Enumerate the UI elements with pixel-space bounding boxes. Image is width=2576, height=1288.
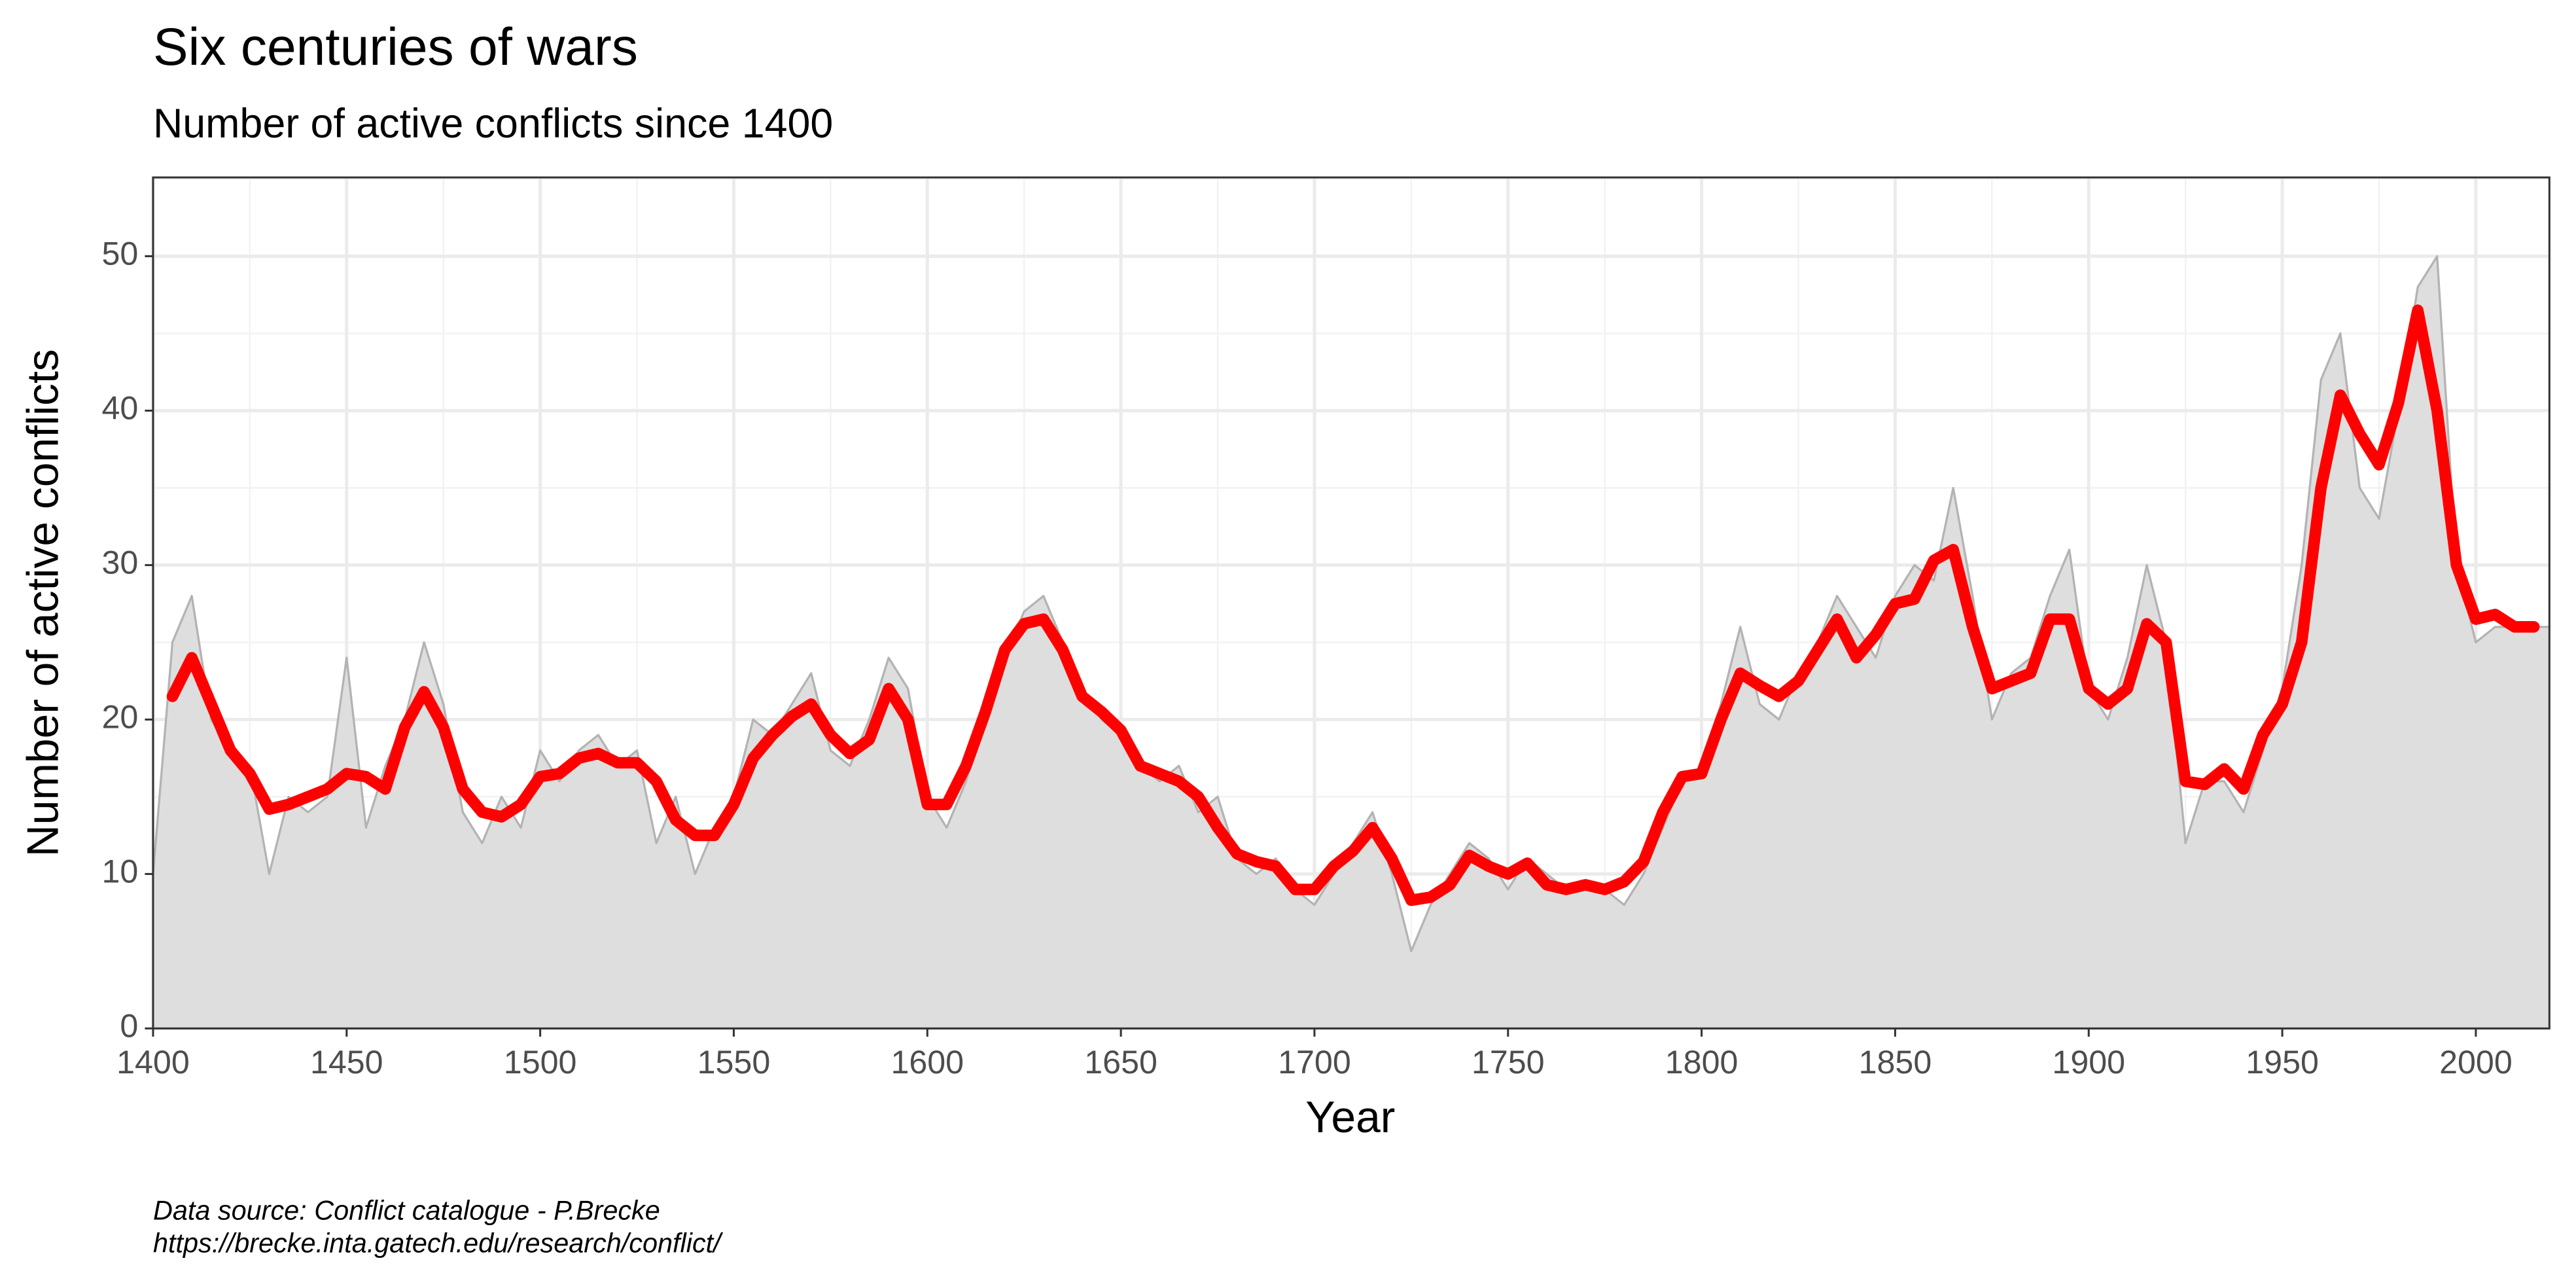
y-tick-label: 30: [102, 545, 139, 581]
x-tick-label: 1750: [1472, 1044, 1545, 1081]
y-tick-label: 0: [120, 1008, 138, 1045]
x-tick-label: 1700: [1278, 1044, 1351, 1081]
x-tick-label: 1800: [1665, 1044, 1738, 1081]
x-tick-label: 1900: [2052, 1044, 2125, 1081]
plot-border: [152, 176, 2550, 1029]
x-tick-label: 1650: [1084, 1044, 1157, 1081]
x-tick-label: 1850: [1859, 1044, 1932, 1081]
area: [152, 256, 2550, 1029]
y-tick-label: 10: [102, 853, 139, 890]
chart-subtitle: Number of active conflicts since 1400: [153, 101, 833, 147]
caption: Data source: Conflict catalogue - P.Brec…: [153, 1195, 660, 1225]
x-tick-label: 2000: [2439, 1044, 2513, 1081]
caption: https://brecke.inta.gatech.edu/research/…: [153, 1228, 724, 1259]
x-tick-label: 1400: [116, 1044, 190, 1081]
chart-title: Six centuries of wars: [153, 18, 638, 77]
x-tick-label: 1450: [310, 1044, 383, 1081]
x-axis-title: Year: [1305, 1093, 1395, 1142]
y-tick-label: 20: [102, 699, 139, 736]
y-axis-title: Number of active conflicts: [19, 349, 68, 857]
x-tick-label: 1550: [697, 1044, 771, 1081]
y-tick-label: 50: [102, 236, 139, 272]
x-tick-label: 1600: [891, 1044, 964, 1081]
y-tick-label: 40: [102, 390, 139, 427]
x-tick-label: 1500: [504, 1044, 577, 1081]
x-tick-label: 1950: [2246, 1044, 2319, 1081]
smoothed-line: [166, 304, 2540, 906]
